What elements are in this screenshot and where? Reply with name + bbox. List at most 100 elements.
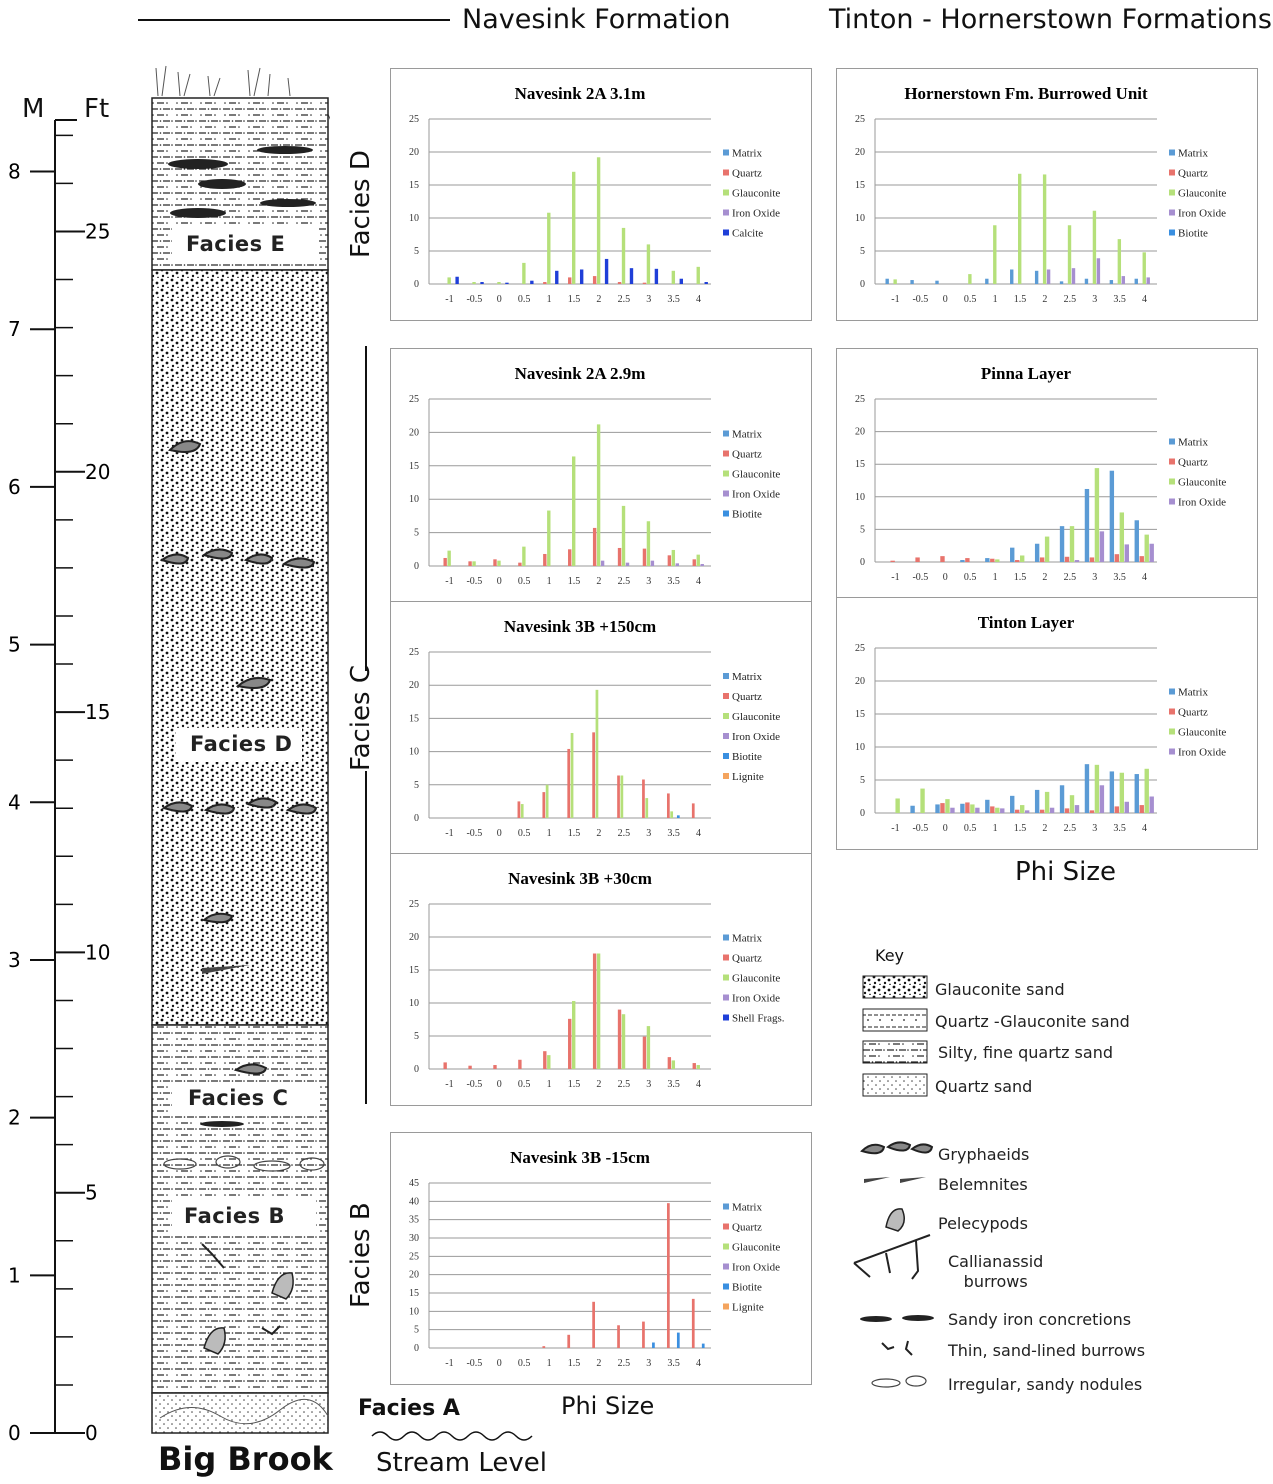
bar-glauconite [1144, 768, 1149, 813]
belemnite-icon [202, 965, 250, 974]
x-tick-label: 0 [943, 294, 948, 305]
bar-quartz [642, 1036, 647, 1069]
bar-glauconite [547, 1055, 551, 1069]
y-tick-label: 20 [409, 427, 419, 438]
x-tick-label: -1 [445, 576, 453, 587]
y-tick-label: 15 [409, 180, 419, 191]
bar-quartz [568, 277, 572, 284]
bar-quartz [940, 556, 945, 562]
legend-swatch-matrix [1169, 438, 1175, 445]
key-callianassid-icon [853, 1234, 931, 1280]
bar-quartz [990, 558, 995, 562]
bar-matrix [1034, 789, 1040, 813]
x-tick-label: 3.5 [667, 294, 680, 305]
chart-panel-2: Navesink 2A 2.9m 0 5 10 15 20 25 -1 -0.5 0 0.5 1 1.5… [390, 348, 812, 603]
legend-swatch-matrix [1169, 149, 1175, 156]
bar-quartz [691, 803, 695, 818]
legend-label-quartz: Quartz [732, 691, 762, 703]
legend-label-iron-oxide: Iron Oxide [732, 731, 780, 743]
x-tick-label: 0 [497, 294, 502, 305]
bar-glauconite [696, 1065, 700, 1069]
x-tick-label: 1.5 [568, 1079, 581, 1090]
bar-quartz [642, 1321, 645, 1348]
legend-swatch-quartz [723, 1223, 729, 1230]
bar-glauconite [447, 277, 451, 284]
bar-matrix [1134, 520, 1139, 562]
bar-quartz [915, 557, 920, 562]
bar-matrix [960, 560, 965, 562]
y-tick-label: 25 [409, 394, 419, 405]
legend-label-glauconite: Glauconite [1178, 477, 1226, 489]
bar-glauconite [497, 282, 501, 284]
bar-glauconite [646, 244, 651, 284]
y-tick-label: 5 [860, 246, 865, 257]
bar-matrix [985, 558, 990, 562]
legend-label-glauconite: Glauconite [732, 973, 780, 985]
bar-quartz [692, 1063, 696, 1069]
bar-iron-oxide [675, 563, 680, 566]
bar-glauconite [1092, 210, 1097, 284]
legend-swatch-iron-oxide [723, 209, 729, 216]
legend-swatch-biotite [723, 510, 729, 517]
y-tick-label: 5 [860, 524, 865, 535]
x-tick-label: 2 [596, 576, 601, 587]
bar-quartz [567, 748, 571, 818]
bar-iron-oxide [1000, 808, 1005, 813]
key-gryphaeid-icon [860, 1141, 934, 1155]
x-tick-label: 0.5 [964, 572, 977, 583]
key-glauconite-sand: Glauconite sand [935, 980, 1065, 999]
x-tick-label: 2 [596, 1358, 601, 1369]
y-tick-label: 10 [409, 998, 419, 1009]
scale-m-tick-label: 2 [8, 1106, 21, 1130]
bar-quartz [642, 282, 647, 284]
bar-quartz [617, 1325, 620, 1348]
bar-iron-oxide [1071, 268, 1076, 284]
bar-glauconite [893, 279, 897, 284]
bar-quartz [1139, 805, 1144, 813]
x-tick-label: 1.5 [568, 294, 581, 305]
key-belemnite-icon [864, 1177, 926, 1183]
bar-glauconite [670, 811, 674, 818]
bar-iron-oxide [1149, 543, 1154, 562]
bar-calcite [555, 270, 559, 284]
bar-biotite [676, 815, 680, 818]
facies-a-label: Facies A [358, 1396, 460, 1421]
legend-swatch-glauconite [723, 189, 729, 196]
chart-panel-3: Navesink 3B +150cm 0 5 10 15 20 25 -1 -0.5 0 0.5 1 1… [390, 601, 812, 855]
x-tick-label: 2.5 [1064, 572, 1077, 583]
x-tick-label: 0 [943, 823, 948, 834]
chart-title: Navesink 2A 2.9m [515, 364, 646, 383]
bar-matrix [1034, 543, 1040, 562]
bar-quartz [542, 1346, 546, 1348]
chart-panel-6: Hornerstown Fm. Burrowed Unit 0 5 10 15 20 25-… [836, 68, 1258, 321]
x-tick-label: 0.5 [518, 1358, 531, 1369]
x-tick-label: 1.5 [1014, 823, 1027, 834]
bar-iron-oxide [1096, 258, 1101, 284]
legend-label-quartz: Quartz [1178, 457, 1208, 469]
bar-glauconite [1042, 174, 1047, 284]
chart-panel-7: Pinna Layer 0 5 10 15 20 25 -1 -0.5 0 0.5 1 1.5 2 2.5 3… [836, 348, 1258, 599]
bar-matrix [935, 280, 939, 284]
bar-biotite [652, 1342, 655, 1348]
legend-label-matrix: Matrix [732, 1202, 762, 1214]
bar-glauconite [596, 424, 601, 566]
bar-glauconite [572, 171, 576, 284]
bar-quartz [1015, 560, 1020, 562]
legend-swatch-matrix [723, 934, 729, 941]
x-tick-label: -0.5 [466, 1079, 482, 1090]
bar-iron-oxide [975, 807, 980, 813]
x-tick-label: 2 [1042, 823, 1047, 834]
legend-label-iron-oxide: Iron Oxide [732, 1262, 780, 1274]
bar-quartz [592, 732, 595, 818]
bar-glauconite [1069, 795, 1075, 813]
bar-quartz [642, 548, 647, 566]
chart-title: Tinton Layer [978, 613, 1075, 632]
x-tick-label: 4 [696, 576, 701, 587]
x-tick-label: 4 [1142, 294, 1147, 305]
legend-swatch-glauconite [1169, 189, 1175, 196]
y-tick-label: 0 [414, 813, 419, 824]
legend-swatch-biotite [723, 1283, 729, 1290]
bar-glauconite [920, 788, 925, 813]
legend-label-matrix: Matrix [1178, 437, 1208, 449]
bar-glauconite [572, 1001, 576, 1069]
